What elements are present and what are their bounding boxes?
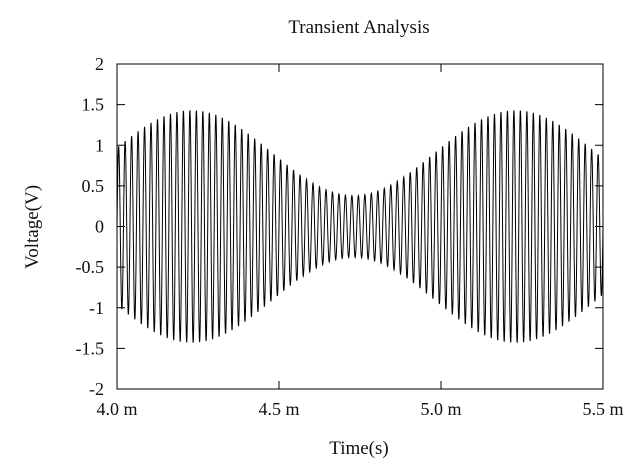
y-axis-label: Voltage(V) — [22, 185, 43, 269]
y-tick-label: 1.5 — [82, 95, 105, 115]
y-tick-label: -0.5 — [76, 257, 105, 277]
y-tick-label: -2 — [89, 379, 104, 399]
chart-title: Transient Analysis — [288, 17, 429, 38]
x-tick-label: 4.5 m — [258, 399, 299, 419]
y-tick-label: 2 — [95, 54, 104, 74]
x-tick-label: 5.0 m — [420, 399, 461, 419]
series-line-voltage — [116, 110, 604, 343]
x-axis-ticks: 4.0 m 4.5 m 5.0 m 5.5 m — [96, 64, 624, 419]
y-axis-ticks: 2 1.5 1 0.5 0 -0.5 -1 -1.5 -2 — [76, 54, 603, 399]
x-axis-label: Time(s) — [329, 438, 388, 459]
y-tick-label: 0 — [95, 217, 104, 237]
y-tick-label: -1 — [89, 298, 104, 318]
y-tick-label: 0.5 — [82, 176, 105, 196]
x-tick-label: 4.0 m — [96, 399, 137, 419]
y-tick-label: 1 — [95, 135, 104, 155]
x-tick-label: 5.5 m — [582, 399, 623, 419]
y-tick-label: -1.5 — [76, 338, 105, 358]
